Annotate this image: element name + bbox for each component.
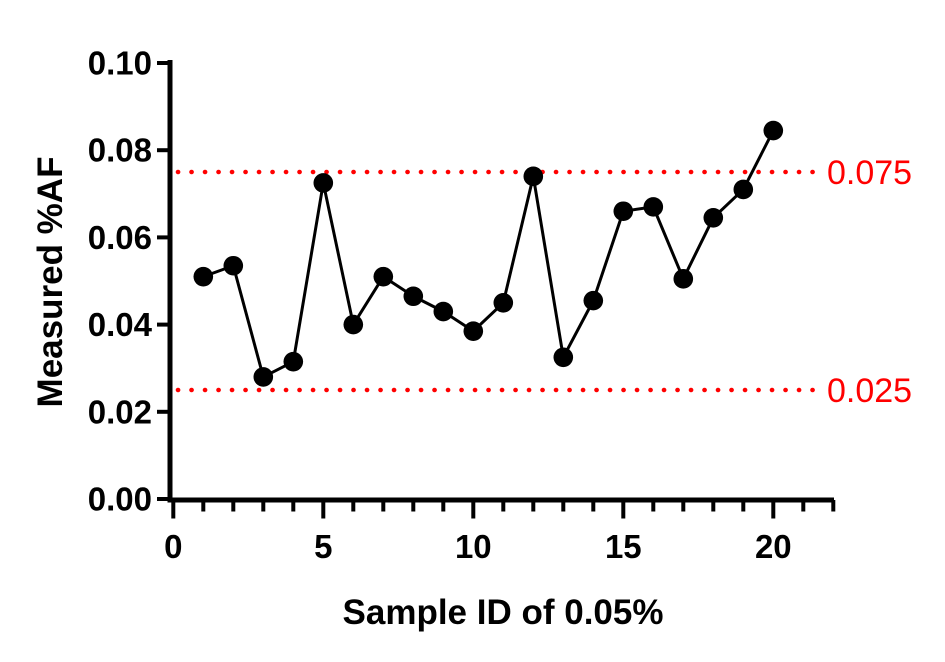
data-point (613, 201, 634, 222)
y-tick-label: 0.00 (88, 481, 152, 518)
x-tick-label: 5 (314, 528, 332, 565)
data-point (403, 286, 424, 307)
y-tick-label: 0.04 (88, 306, 153, 343)
data-point (343, 314, 364, 335)
data-point (493, 293, 514, 313)
x-tick-label: 0 (164, 528, 182, 565)
y-tick-label: 0.10 (88, 45, 152, 82)
data-series-line (202, 129, 775, 379)
x-tick-label: 20 (755, 528, 792, 565)
reference-line-label: 0.075 (827, 154, 912, 192)
data-point (193, 266, 214, 287)
reference-line-label: 0.025 (827, 372, 912, 410)
x-axis-title: Sample ID of 0.05% (343, 593, 664, 632)
x-tick-label: 10 (455, 528, 492, 565)
y-tick-label: 0.08 (88, 132, 152, 169)
x-tick-label: 15 (605, 528, 642, 565)
reference-lines-layer: 0.075 0.025 (175, 154, 912, 410)
data-point (583, 290, 604, 311)
data-point (223, 255, 244, 276)
data-point (673, 269, 694, 289)
data-series-layer (193, 120, 784, 387)
data-point (703, 207, 724, 228)
data-point (763, 120, 784, 141)
y-axis-title: Measured %AF (31, 157, 70, 408)
data-point (463, 321, 484, 341)
y-tick-label: 0.06 (88, 219, 152, 256)
data-point (733, 179, 754, 200)
data-point (283, 351, 304, 372)
tick-labels-layer: 0.00 0.02 0.04 0.06 0.08 0.10 0 5 10 15 20 (88, 45, 792, 566)
data-point (373, 266, 394, 287)
axes-layer (157, 60, 836, 519)
data-point (553, 347, 574, 368)
data-point (643, 197, 664, 217)
data-point (523, 166, 544, 187)
data-point (253, 367, 274, 387)
y-tick-label: 0.02 (88, 393, 152, 430)
data-point (433, 301, 454, 322)
data-point (313, 173, 334, 193)
